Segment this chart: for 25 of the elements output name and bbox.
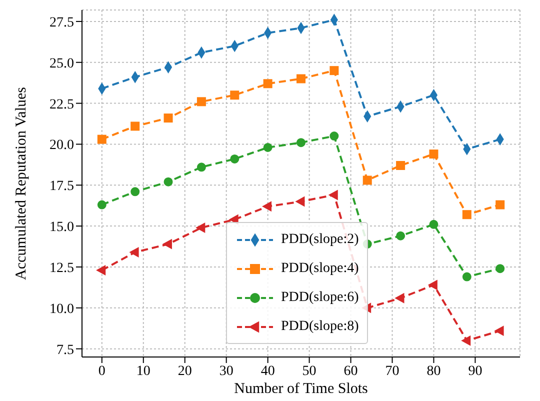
- y-tick-label: 22.5: [50, 97, 74, 112]
- y-tick-label: 7.5: [56, 342, 74, 358]
- x-tick-label: 30: [219, 364, 234, 379]
- x-tick-label: 90: [468, 364, 482, 379]
- legend-label: PDD(slope:2): [281, 232, 359, 248]
- legend-label: PDD(slope:6): [281, 290, 359, 306]
- x-tick-label: 50: [302, 364, 316, 379]
- x-tick-label: 10: [136, 364, 150, 379]
- y-tick-label: 25.0: [50, 56, 74, 72]
- x-tick-label: 60: [344, 364, 358, 379]
- y-tick-label: 20.0: [50, 138, 74, 154]
- y-tick-label: 10.0: [50, 302, 74, 317]
- x-tick-label: 0: [98, 364, 106, 379]
- x-tick-label: 70: [385, 364, 400, 379]
- x-tick-label: 20: [178, 364, 192, 379]
- y-axis-title: Accumulated Reputation Values: [13, 86, 30, 280]
- x-axis-title: Number of Time Slots: [234, 381, 368, 397]
- legend-label: PDD(slope:8): [281, 318, 359, 334]
- x-tick-label: 80: [426, 364, 441, 379]
- x-tick-label: 40: [260, 364, 275, 379]
- y-tick-label: 27.5: [50, 15, 74, 30]
- y-tick-label: 17.5: [50, 179, 74, 194]
- y-tick-label: 15.0: [50, 220, 74, 236]
- legend-label: PDD(slope:4): [281, 260, 359, 276]
- y-tick-label: 12.5: [50, 260, 74, 276]
